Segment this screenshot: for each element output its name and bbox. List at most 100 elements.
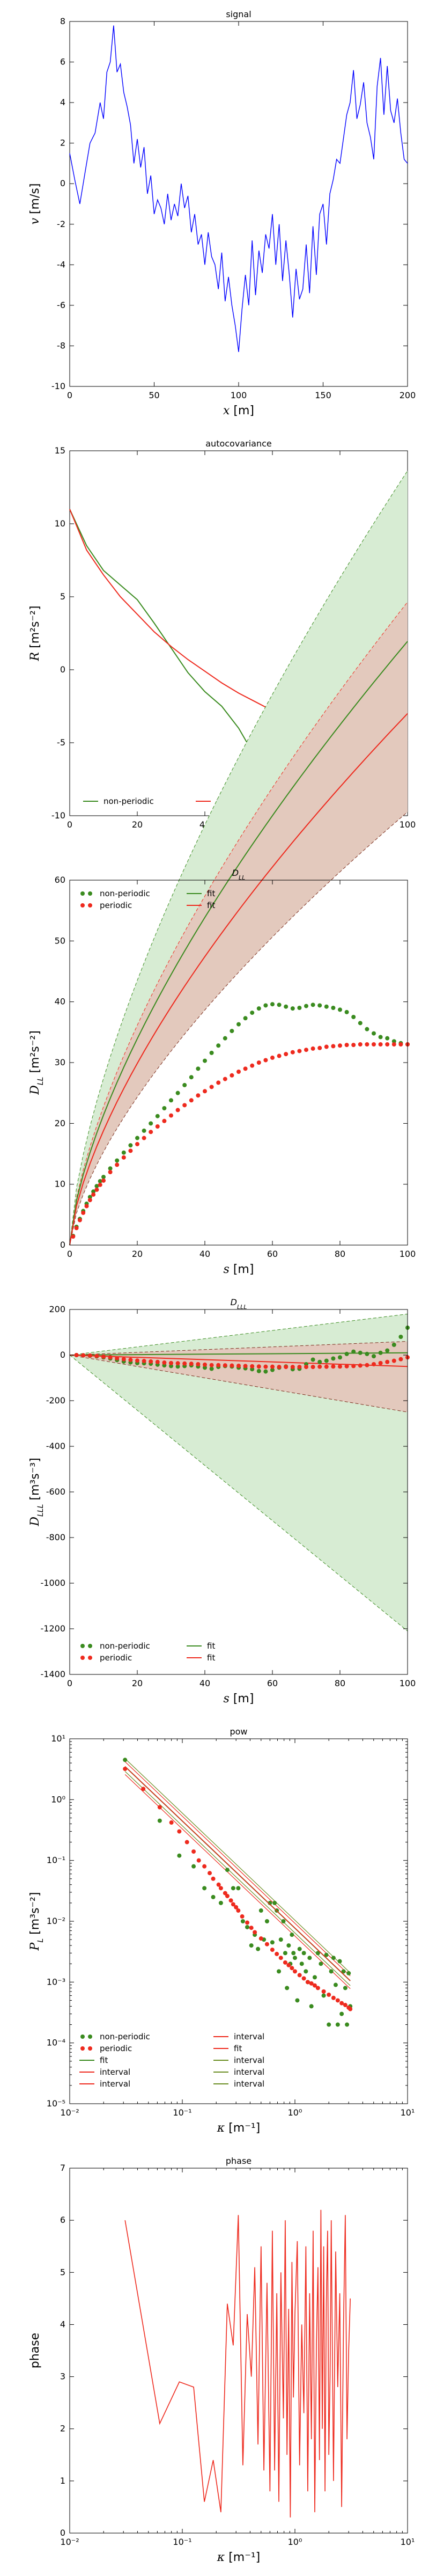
point-periodic (216, 1080, 221, 1085)
interval-upper-green (69, 1314, 408, 1356)
point-periodic (256, 1364, 261, 1369)
x-tick-label: 10⁰ (288, 2107, 302, 2118)
point-nonperiodic (301, 1951, 306, 1956)
point-nonperiodic (315, 1951, 320, 1956)
legend-label: non-periodic (100, 2032, 150, 2041)
point-periodic (123, 1767, 128, 1772)
legend-label: periodic (100, 1653, 132, 1663)
y-axis-sub: LL (36, 1077, 45, 1086)
y-axis-label: R [m²s⁻²] (28, 606, 42, 662)
x-axis-symbol: x (223, 404, 230, 418)
point-periodic (245, 1920, 250, 1925)
point-periodic (324, 1364, 329, 1369)
y-tick-label: 0 (60, 1350, 65, 1360)
point-periodic (284, 1052, 289, 1057)
point-periodic (391, 1042, 396, 1046)
y-tick-label: -4 (57, 259, 65, 269)
x-axis-symbol: s (224, 1263, 230, 1276)
y-tick-label: 10 (55, 1179, 65, 1189)
point-nonperiodic (250, 1011, 255, 1015)
point-periodic (321, 1989, 326, 1994)
point-nonperiodic (358, 1021, 363, 1026)
fit-line-green (69, 1352, 408, 1356)
point-nonperiodic (339, 2011, 344, 2016)
point-periodic (309, 1981, 314, 1986)
point-nonperiodic (317, 1359, 322, 1364)
point-nonperiodic (331, 1006, 336, 1010)
point-periodic (315, 1986, 320, 1990)
y-tick-label: 5 (60, 591, 65, 602)
point-nonperiodic (324, 1004, 329, 1009)
point-nonperiodic (324, 1358, 329, 1363)
point-nonperiodic (270, 1940, 275, 1945)
point-periodic (236, 1070, 241, 1074)
point-nonperiodic (293, 1956, 297, 1960)
point-periodic (177, 1829, 182, 1834)
x-axis-unit: [m⁻¹] (225, 2121, 260, 2135)
x-tick-label: 0 (67, 819, 72, 830)
point-periodic (128, 1148, 133, 1153)
fit-line-red (124, 1766, 351, 1981)
y-tick-label: -1000 (41, 1578, 66, 1588)
point-nonperiodic (258, 1908, 263, 1913)
point-periodic (230, 1363, 234, 1368)
y-axis-sub: L (36, 1938, 45, 1943)
point-nonperiodic (121, 1150, 126, 1155)
legend-label: fit (207, 1653, 215, 1663)
x-tick-label: 40 (199, 1249, 210, 1259)
x-axis-label: s [m] (224, 1692, 254, 1706)
point-periodic (290, 1966, 294, 1971)
point-periodic (191, 1849, 196, 1854)
point-nonperiodic (162, 1106, 167, 1110)
point-nonperiodic (169, 1364, 173, 1368)
point-periodic (297, 1973, 302, 1978)
legend-label: interval (234, 2055, 264, 2065)
legend-label: interval (234, 2032, 264, 2041)
point-nonperiodic (290, 1006, 295, 1011)
point-nonperiodic (216, 1043, 221, 1048)
chart-dlll: 0 20 40 60 80 100 -1400 -1200 -1000 -800 -600 -400 -… (28, 1297, 416, 1706)
interval-line (124, 1774, 351, 1989)
point-periodic (391, 1358, 396, 1363)
point-periodic (196, 1362, 201, 1366)
point-nonperiodic (335, 2022, 340, 2027)
y-tick-label: -200 (46, 1395, 65, 1406)
chart-title: pow (230, 1726, 247, 1737)
legend-label: interval (234, 2067, 264, 2077)
point-periodic (234, 1905, 239, 1909)
point-nonperiodic (346, 1971, 351, 1975)
point-periodic (94, 1187, 99, 1192)
point-periodic (115, 1162, 120, 1167)
legend-label: interval (234, 2079, 264, 2089)
interval-band-red (70, 1341, 408, 1413)
chart-signal: 0 50 100 150 200 -10 -8 -6 -4 -2 0 2 4 6 8 signal x [m] v… (28, 9, 416, 418)
point-nonperiodic (351, 1349, 356, 1354)
y-axis-label: v [m/s] (28, 184, 42, 225)
point-periodic (378, 1360, 383, 1365)
point-nonperiodic (281, 1919, 286, 1923)
x-tick-label: 50 (149, 390, 159, 400)
point-periodic (277, 1053, 282, 1058)
point-nonperiodic (365, 1027, 369, 1031)
point-periodic (149, 1359, 153, 1364)
point-nonperiodic (345, 2022, 350, 2027)
y-axis-label: phase (28, 2333, 42, 2368)
point-nonperiodic (304, 1004, 308, 1008)
point-nonperiodic (115, 1158, 120, 1163)
x-tick-label: 80 (335, 1678, 345, 1688)
point-nonperiodic (203, 1058, 207, 1063)
point-nonperiodic (331, 1356, 336, 1361)
point-periodic (398, 1042, 403, 1046)
y-tick-label: 4 (60, 2319, 65, 2329)
y-tick-label: 0 (60, 664, 65, 675)
point-periodic (189, 1098, 194, 1103)
point-nonperiodic (256, 1006, 261, 1011)
point-periodic (305, 1980, 310, 1985)
point-periodic (264, 1942, 269, 1946)
x-axis-label: κ [m⁻¹] (217, 2551, 260, 2564)
point-nonperiodic (286, 1943, 291, 1948)
x-axis-unit: [m⁻¹] (225, 2551, 260, 2564)
legend-marker (80, 2046, 85, 2051)
